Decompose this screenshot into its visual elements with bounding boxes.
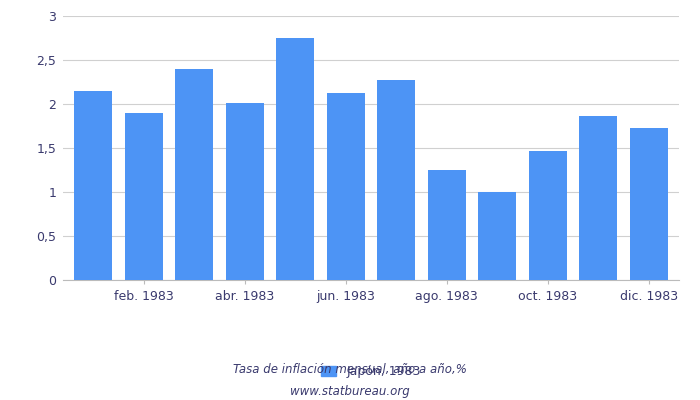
Bar — [276, 38, 314, 280]
Bar — [125, 113, 162, 280]
Legend: Japón, 1983: Japón, 1983 — [315, 359, 427, 385]
Text: Tasa de inflación mensual, año a año,%: Tasa de inflación mensual, año a año,% — [233, 364, 467, 376]
Bar — [327, 94, 365, 280]
Bar — [580, 116, 617, 280]
Bar — [226, 103, 264, 280]
Text: www.statbureau.org: www.statbureau.org — [290, 385, 410, 398]
Bar — [377, 80, 415, 280]
Bar — [528, 151, 567, 280]
Bar — [478, 192, 516, 280]
Bar — [74, 91, 112, 280]
Bar — [630, 128, 668, 280]
Bar — [175, 69, 214, 280]
Bar — [428, 170, 466, 280]
